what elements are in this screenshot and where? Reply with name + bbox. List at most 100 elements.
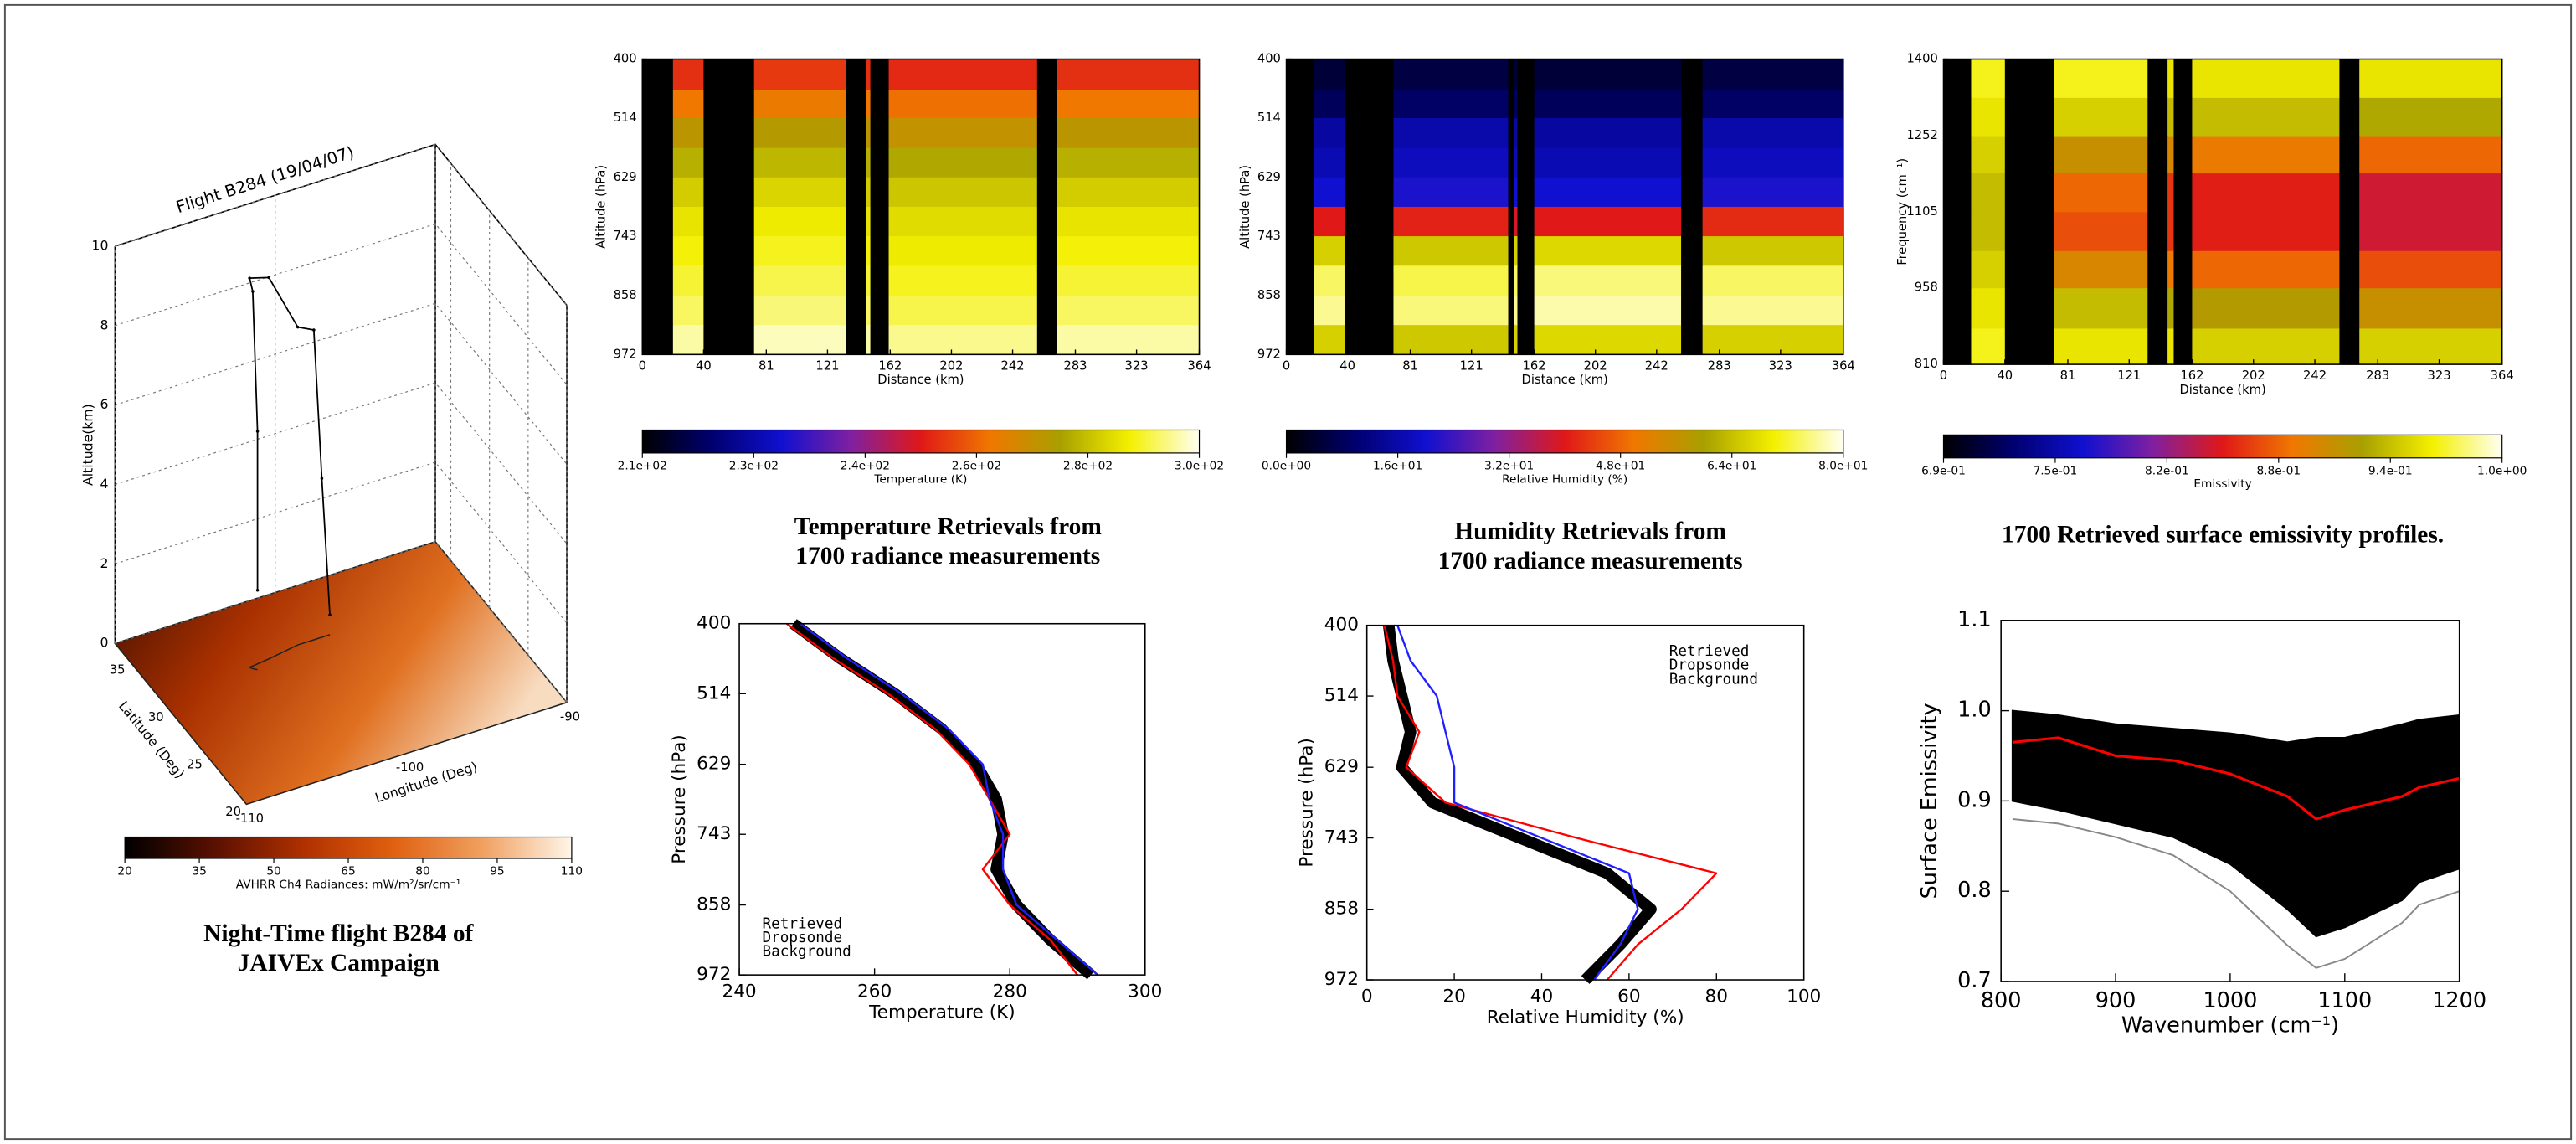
no-data-cell (1508, 117, 1515, 149)
no-data-cell (1344, 206, 1395, 237)
heat-cell (1314, 296, 1345, 326)
heat-cell (1702, 90, 1844, 119)
heat-cell (1393, 147, 1509, 178)
no-data-cell (1517, 265, 1535, 296)
heat-cell (1314, 59, 1345, 91)
no-data-cell (1286, 236, 1315, 266)
profile-line (1383, 625, 1718, 981)
no-data-cell (642, 90, 674, 119)
legend-entry: Background (763, 944, 851, 961)
y-tick-label: 972 (1324, 969, 1359, 990)
heat-cell (2359, 97, 2503, 137)
no-data-cell (1508, 90, 1515, 119)
legend-entry: Dropsonde (763, 930, 843, 946)
y-tick-label: 743 (1257, 229, 1281, 243)
no-data-cell (2173, 135, 2193, 174)
heat-cell (888, 236, 1038, 266)
x-tick-label: -110 (236, 812, 264, 826)
caption: Temperature Retrievals from (794, 513, 1102, 540)
heat-cell (1534, 117, 1682, 149)
profile-line (1382, 624, 1657, 984)
heat-cell (866, 90, 872, 119)
no-data-cell (2173, 211, 2193, 251)
no-data-cell (2339, 211, 2360, 251)
colorbar (124, 836, 573, 859)
heat-cell (2359, 211, 2503, 251)
x-axis-label: Wavenumber (cm⁻¹) (2121, 1013, 2339, 1038)
colorbar-tick-label: 1.6e+01 (1373, 460, 1422, 473)
z-tick-label: 8 (100, 317, 109, 332)
no-data-cell (846, 177, 866, 208)
no-data-cell (1036, 147, 1058, 178)
no-data-cell (1517, 177, 1535, 208)
no-data-cell (703, 147, 755, 178)
grid-line (115, 302, 568, 465)
y-tick-label: 400 (697, 613, 731, 634)
x-tick-label: 60 (1617, 987, 1640, 1007)
no-data-cell (1681, 325, 1704, 355)
y-tick-label: 810 (1915, 357, 1938, 371)
colorbar (641, 429, 1201, 454)
heat-cell (2192, 135, 2340, 174)
no-data-cell (1036, 265, 1058, 296)
heat-cell (1971, 250, 2006, 289)
no-data-cell (1036, 206, 1058, 237)
heat-cell (753, 59, 846, 91)
no-data-cell (703, 206, 755, 237)
no-data-cell (1943, 211, 1972, 251)
caption: 1700 Retrieved surface emissivity profil… (2002, 522, 2444, 549)
heat-cell (672, 117, 704, 149)
y-tick-label: 629 (614, 170, 637, 184)
no-data-cell (1681, 117, 1704, 149)
y-tick-label: 35 (110, 663, 126, 678)
no-data-cell (642, 59, 674, 91)
y-tick-label: 958 (1915, 281, 1938, 295)
heat-cell (753, 325, 846, 355)
y-tick-label: 25 (187, 758, 203, 772)
caption: Night-Time flight B284 of (203, 920, 475, 947)
heat-cell (1314, 265, 1345, 296)
heat-cell (1702, 147, 1844, 178)
z-tick-label: 4 (100, 476, 109, 492)
x-tick-label: 81 (2060, 368, 2076, 383)
y-axis-label: Pressure (hPa) (669, 734, 690, 864)
heat-cell (2359, 59, 2503, 98)
no-data-cell (642, 236, 674, 266)
x-tick-label: 40 (1339, 358, 1355, 373)
track-point (320, 477, 324, 481)
no-data-cell (1517, 147, 1535, 178)
no-data-cell (2339, 59, 2360, 98)
x-tick-label: 260 (857, 982, 892, 1002)
heat-cell (1534, 206, 1682, 237)
no-data-cell (2004, 135, 2055, 174)
y-tick-label: 1.1 (1957, 607, 1992, 632)
x-tick-label: 40 (1997, 368, 2013, 383)
heat-cell (672, 59, 704, 91)
heat-cell (753, 206, 846, 237)
y-tick-label: 400 (1324, 615, 1359, 636)
no-data-cell (1681, 177, 1704, 208)
no-data-cell (1508, 206, 1515, 237)
no-data-cell (870, 177, 890, 208)
no-data-cell (846, 296, 866, 326)
no-data-cell (2004, 327, 2055, 365)
x-tick-label: 300 (1128, 982, 1162, 1002)
x-tick-label: 40 (1530, 987, 1553, 1007)
y-tick-label: 858 (614, 288, 637, 302)
heat-cell (1314, 117, 1345, 149)
colorbar (1285, 429, 1844, 454)
heat-cell (888, 206, 1038, 237)
no-data-cell (1508, 177, 1515, 208)
no-data-cell (2147, 97, 2168, 137)
no-data-cell (703, 236, 755, 266)
no-data-cell (2173, 173, 2193, 213)
heat-cell (672, 90, 704, 119)
no-data-cell (1344, 147, 1395, 178)
heat-cell (753, 147, 846, 178)
y-tick-label: 743 (1324, 827, 1359, 848)
plot-frame (738, 622, 1146, 976)
no-data-cell (1344, 325, 1395, 355)
no-data-cell (2173, 327, 2193, 365)
x-tick-label: 242 (2303, 368, 2327, 383)
x-tick-label: -100 (396, 760, 424, 775)
